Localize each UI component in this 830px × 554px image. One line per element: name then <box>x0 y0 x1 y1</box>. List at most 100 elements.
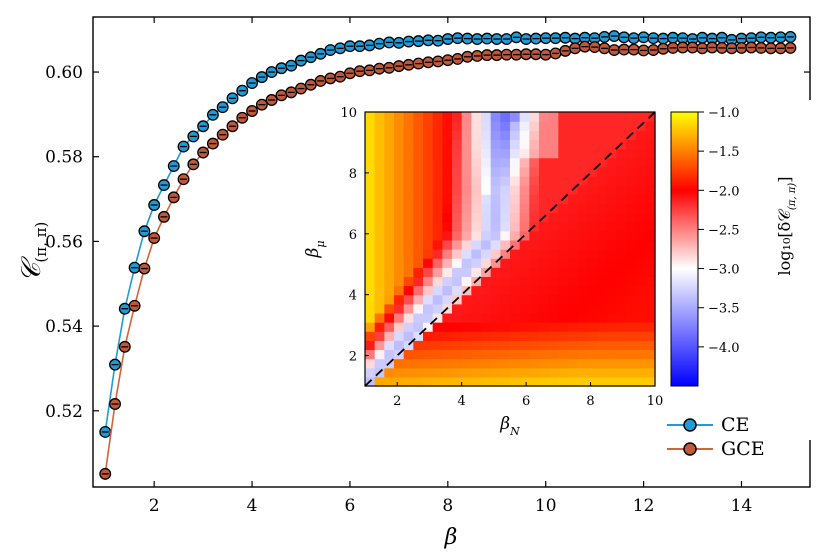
heatmap-cell <box>481 194 492 204</box>
heatmap-cell <box>558 358 569 369</box>
heatmap-cell <box>490 221 501 232</box>
heatmap-cell <box>490 276 501 287</box>
heatmap-cell <box>452 203 463 214</box>
heatmap-cell <box>548 294 559 305</box>
heatmap-cell <box>423 148 434 159</box>
heatmap-cell <box>616 212 627 223</box>
heatmap-cell <box>365 312 376 323</box>
heatmap-cell <box>384 340 395 351</box>
heatmap-cell <box>394 203 405 214</box>
heatmap-cell <box>519 175 530 186</box>
heatmap-cell <box>577 367 588 378</box>
heatmap-cell <box>452 349 463 360</box>
heatmap-cell <box>587 258 598 268</box>
heatmap-cell <box>452 239 463 250</box>
heatmap-cell <box>645 139 656 150</box>
heatmap-cell <box>374 148 385 159</box>
heatmap-cell <box>645 212 656 223</box>
heatmap-cell <box>645 221 656 232</box>
heatmap-cell <box>471 130 482 140</box>
heatmap-cell <box>442 285 453 296</box>
heatmap-cell <box>645 358 656 369</box>
heatmap-cell <box>529 349 540 360</box>
heatmap-cell <box>635 185 646 195</box>
heatmap-cell <box>539 139 550 150</box>
heatmap-cell <box>558 340 569 351</box>
heatmap-cell <box>558 112 569 122</box>
heatmap-cell <box>481 358 492 369</box>
heatmap-cell <box>471 331 482 341</box>
heatmap-cell <box>481 312 492 323</box>
heatmap-cell <box>365 194 376 204</box>
heatmap-cell <box>471 294 482 305</box>
heatmap-cell <box>510 249 521 259</box>
heatmap-cell <box>384 367 395 378</box>
heatmap-cell <box>432 148 443 159</box>
heatmap-cell <box>510 175 521 186</box>
heatmap-cell <box>539 185 550 195</box>
heatmap-cell <box>558 175 569 186</box>
heatmap-cell <box>635 212 646 223</box>
heatmap-cell <box>471 239 482 250</box>
heatmap-cell <box>568 258 579 268</box>
heatmap-cell <box>365 148 376 159</box>
heatmap-cell <box>635 340 646 351</box>
heatmap-cell <box>461 121 472 131</box>
heatmap-cell <box>645 194 656 204</box>
heatmap-cell <box>597 312 608 323</box>
heatmap-cell <box>587 230 598 241</box>
heatmap-cell <box>616 349 627 360</box>
heatmap-cell <box>606 367 617 378</box>
heatmap-cell <box>481 112 492 122</box>
heatmap-cell <box>471 194 482 204</box>
heatmap-cell <box>587 322 598 332</box>
heatmap-cell <box>519 376 530 387</box>
diagonal-dashed-line <box>364 111 656 387</box>
heatmap-cell <box>471 367 482 378</box>
heatmap-cell <box>635 267 646 277</box>
heatmap-cell <box>442 322 453 332</box>
heatmap-cell <box>606 376 617 387</box>
heatmap-cell <box>635 203 646 214</box>
heatmap-cell <box>471 166 482 177</box>
heatmap-cell <box>616 331 627 341</box>
heatmap-cell <box>461 303 472 314</box>
heatmap-cell <box>490 239 501 250</box>
heatmap-cell <box>442 258 453 268</box>
heatmap-cell <box>539 303 550 314</box>
heatmap-cell <box>606 303 617 314</box>
heatmap-cell <box>442 130 453 140</box>
heatmap-cell <box>442 376 453 387</box>
heatmap-cell <box>461 249 472 259</box>
heatmap-cell <box>539 358 550 369</box>
heatmap-cell <box>645 340 656 351</box>
heatmap-cell <box>645 185 656 195</box>
heatmap-cell <box>452 322 463 332</box>
heatmap-cell <box>606 221 617 232</box>
heatmap-cell <box>597 221 608 232</box>
colorbar-tick-label: −4.0 <box>708 341 740 356</box>
heatmap-cell <box>442 230 453 241</box>
heatmap-cell <box>539 112 550 122</box>
heatmap-cell <box>626 376 637 387</box>
heatmap-cell <box>500 130 511 140</box>
heatmap-cell <box>558 276 569 287</box>
heatmap-cell <box>519 203 530 214</box>
heatmap-cell <box>413 303 424 314</box>
heatmap-cell <box>452 121 463 131</box>
heatmap-cell <box>529 294 540 305</box>
heatmap-cell <box>577 312 588 323</box>
heatmap-cell <box>490 303 501 314</box>
heatmap-cell <box>529 230 540 241</box>
heatmap-cell <box>442 340 453 351</box>
heatmap-cell <box>384 239 395 250</box>
heatmap-cell <box>432 258 443 268</box>
heatmap-cell <box>394 212 405 223</box>
heatmap-cell <box>452 367 463 378</box>
heatmap-cell <box>432 285 443 296</box>
heatmap-cell <box>577 230 588 241</box>
heatmap-cell <box>548 157 559 168</box>
heatmap-cell <box>374 376 385 387</box>
heatmap-cell <box>413 185 424 195</box>
heatmap-cell <box>626 249 637 259</box>
